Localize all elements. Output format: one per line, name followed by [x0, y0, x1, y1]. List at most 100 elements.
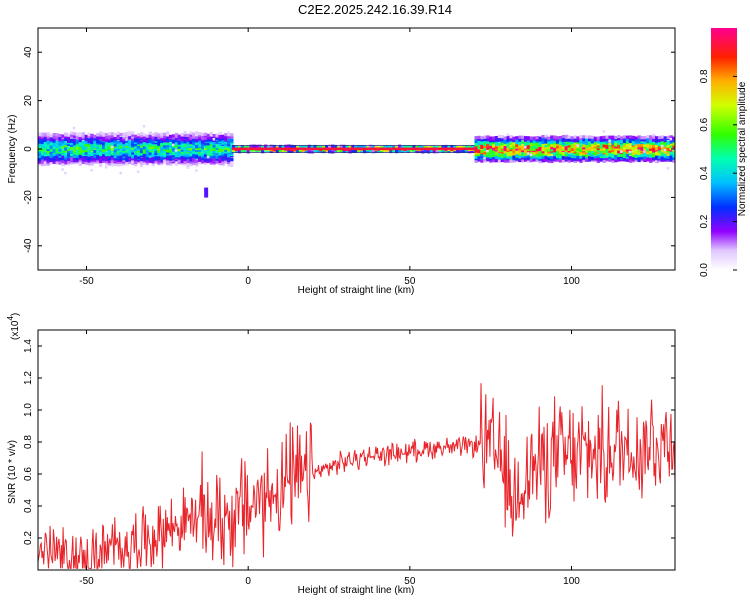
heatmap-cell	[660, 156, 665, 160]
heatmap-cell	[230, 163, 234, 167]
heatmap-cell	[255, 144, 259, 148]
heatmap-cell	[64, 132, 68, 136]
heatmap-cell	[134, 134, 138, 138]
heatmap-cell	[483, 159, 487, 163]
heatmap-cell	[576, 139, 580, 143]
heatmap-cell	[328, 144, 332, 148]
heatmap-cell	[75, 141, 80, 145]
heatmap-cell	[553, 153, 557, 157]
heatmap-cell	[582, 144, 586, 148]
heatmap-cell	[38, 162, 42, 166]
heatmap-cell	[64, 140, 68, 144]
heatmap-cell	[75, 161, 80, 165]
heatmap-cell	[46, 156, 51, 160]
colorbar-gradient	[711, 28, 737, 270]
heatmap-cell	[480, 156, 484, 160]
heatmap-cell	[360, 149, 364, 153]
heatmap-cell	[561, 147, 566, 151]
y-tick-label: 1.4	[23, 339, 34, 353]
heatmap-cell	[70, 141, 74, 146]
heatmap-cell	[550, 156, 554, 160]
x-tick-label: 0	[245, 276, 251, 287]
heatmap-cell	[521, 156, 525, 160]
heatmap-cell	[611, 157, 615, 161]
heatmap-cell	[224, 148, 228, 152]
heatmap-cell	[666, 144, 670, 148]
heatmap-cell	[567, 140, 571, 144]
heatmap-cell	[497, 142, 502, 146]
heatmap-cell	[198, 141, 202, 145]
heatmap-cell	[617, 147, 621, 151]
heatmap-cell	[198, 132, 202, 136]
heatmap-cell	[99, 161, 103, 165]
heatmap-cell	[535, 145, 539, 149]
heatmap-cell	[553, 149, 557, 153]
x-tick-label: 50	[404, 276, 416, 287]
heatmap-cell	[605, 151, 609, 155]
heatmap-cell	[119, 132, 123, 137]
heatmap-cell	[110, 152, 115, 156]
heatmap-cell	[596, 159, 601, 163]
heatmap-cell	[544, 135, 548, 139]
heatmap-cell	[81, 160, 86, 164]
heatmap-cell	[128, 149, 132, 153]
heatmap-band-core	[232, 147, 475, 151]
heatmap-cell	[483, 145, 487, 149]
heatmap-cell	[570, 144, 574, 148]
heatmap-cell	[87, 139, 91, 143]
heatmap-cell	[637, 140, 641, 144]
heatmap-cell	[151, 141, 155, 145]
heatmap-cell	[58, 142, 62, 146]
heatmap-cell	[316, 148, 320, 153]
heatmap-cell	[567, 138, 571, 142]
heatmap-cell	[52, 146, 56, 150]
heatmap-cell	[81, 152, 86, 156]
heatmap-cell	[93, 134, 97, 138]
heatmap-cell	[663, 148, 667, 152]
heatmap-cell	[535, 136, 539, 140]
heatmap-cell	[628, 137, 633, 141]
heatmap-cell	[640, 154, 644, 158]
heatmap-cell	[119, 155, 123, 159]
heatmap-cell	[602, 153, 606, 157]
heatmap-cell	[331, 144, 335, 148]
heatmap-cell	[224, 140, 228, 144]
heatmap-cell	[38, 154, 42, 158]
heatmap-cell	[122, 155, 126, 159]
heatmap-cell	[128, 157, 132, 161]
heatmap-cell	[553, 151, 557, 155]
heatmap-cell	[573, 159, 577, 163]
heatmap-cell	[669, 154, 673, 159]
heatmap-cell	[553, 157, 557, 161]
heatmap-cell	[480, 138, 484, 142]
heatmap-cell	[52, 155, 56, 159]
heatmap-cell	[573, 152, 577, 156]
heatmap-cell	[171, 156, 176, 160]
heatmap-cell	[163, 146, 167, 150]
heatmap-cell	[55, 147, 59, 151]
heatmap-cell	[509, 152, 513, 156]
heatmap-cell	[125, 157, 129, 161]
heatmap-cell	[593, 157, 598, 161]
heatmap-cell	[249, 144, 253, 148]
heatmap-cell	[169, 149, 173, 153]
heatmap-cell	[669, 151, 673, 155]
heatmap-cell	[122, 162, 126, 166]
heatmap-cell	[590, 153, 595, 157]
heatmap-cell	[663, 141, 668, 145]
heatmap-cell	[524, 138, 528, 142]
heatmap-cell	[524, 149, 528, 153]
heatmap-cell	[649, 139, 653, 143]
heatmap-cell	[506, 138, 510, 142]
heatmap-cell	[209, 150, 214, 154]
heatmap-cell	[570, 149, 574, 153]
heatmap-cell	[547, 143, 551, 147]
heatmap-cell	[518, 151, 522, 155]
heatmap-cell	[186, 133, 190, 137]
heatmap-cell	[186, 150, 190, 154]
heatmap-cell	[84, 143, 88, 147]
heatmap-cell	[67, 150, 71, 154]
heatmap-cell	[125, 134, 129, 138]
heatmap-cell	[209, 158, 214, 162]
heatmap-cell	[506, 151, 510, 155]
